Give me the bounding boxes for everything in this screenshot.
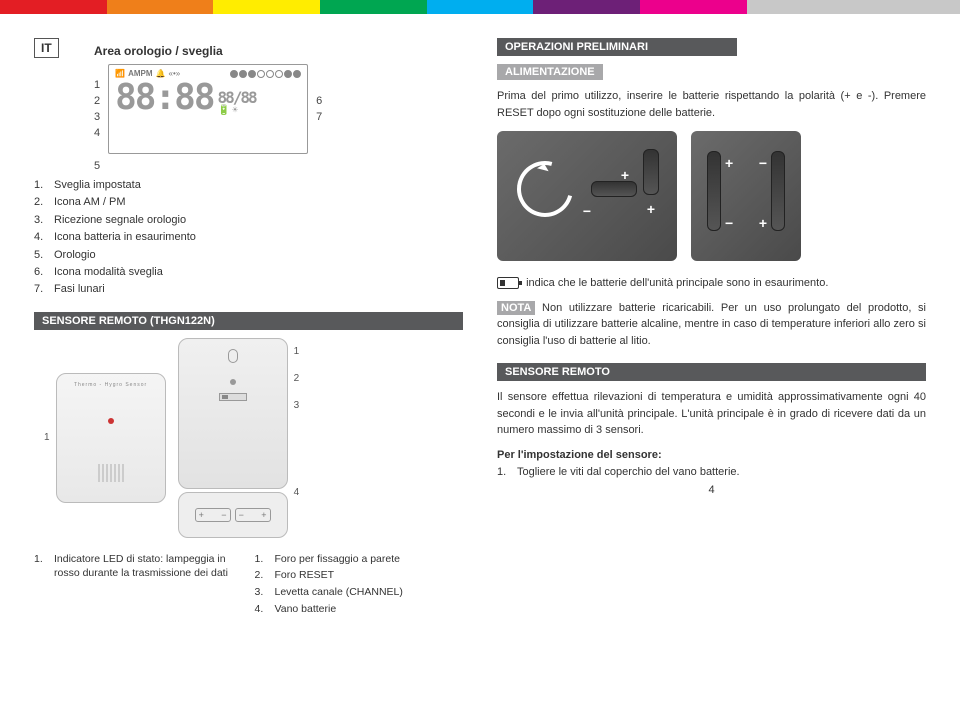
callout-num: 6: [316, 95, 322, 107]
battery-compartment-icon: +− −+: [178, 492, 288, 538]
sensor-back-view: +− −+: [178, 338, 288, 538]
list-item: Foro per fissaggio a parete: [275, 552, 401, 567]
vent-slots-icon: [57, 464, 165, 482]
list-item: Foro RESET: [275, 568, 335, 583]
list-item: Orologio: [54, 248, 96, 263]
lcd-time: 88:88 88/88 🔋 ☀: [115, 80, 301, 116]
nota-paragraph: NOTA Non utilizzare batterie ricaricabil…: [497, 300, 926, 350]
clock-title: Area orologio / sveglia: [94, 44, 463, 58]
sensor-front-view: Thermo - Hygro Sensor: [56, 373, 166, 503]
rotate-arrow-icon: [507, 151, 583, 227]
battery-compartment-main: + + −: [497, 131, 677, 261]
nota-label: NOTA: [497, 301, 535, 315]
page-number: 4: [497, 484, 926, 496]
list-item: Vano batterie: [275, 602, 337, 617]
sensor-description: Il sensore effettua rilevazioni di tempe…: [497, 389, 926, 439]
list-item: Sveglia impostata: [54, 178, 141, 193]
callout-num: 4: [94, 127, 100, 139]
setup-step: Togliere le viti dal coperchio del vano …: [517, 465, 740, 480]
clock-left-callouts: 1 2 3 4: [94, 79, 100, 139]
led-description: Indicatore LED di stato: lampeggia in ro…: [54, 552, 243, 581]
power-instructions: Prima del primo utilizzo, inserire le ba…: [497, 88, 926, 121]
battery-compartment-sensor: + − − +: [691, 131, 801, 261]
sensor-legend: 1. Indicatore LED di stato: lampeggia in…: [34, 552, 463, 619]
lcd-display: 📶 AMPM 🔔 «•» 88:88 88/88 🔋 ☀: [108, 64, 308, 154]
list-item: Levetta canale (CHANNEL): [275, 585, 403, 600]
page-content: Area orologio / sveglia 1 2 3 4 📶 AMPM 🔔…: [0, 14, 960, 628]
sensor-header: SENSORE REMOTO (THGN122N): [34, 312, 463, 330]
left-column: Area orologio / sveglia 1 2 3 4 📶 AMPM 🔔…: [34, 38, 463, 618]
led-indicator-icon: [108, 418, 114, 424]
operations-header: OPERAZIONI PRELIMINARI: [497, 38, 737, 56]
list-item: Icona AM / PM: [54, 195, 126, 210]
clock-right-callouts: 6 7: [316, 95, 322, 123]
right-column: OPERAZIONI PRELIMINARI ALIMENTAZIONE Pri…: [497, 38, 926, 618]
battery-icon: 🔋 ☀: [218, 106, 256, 116]
lcd-date: 88/88: [218, 90, 256, 106]
low-battery-text: indica che le batterie dell'unità princi…: [526, 277, 828, 289]
clock-diagram: 1 2 3 4 📶 AMPM 🔔 «•»: [94, 64, 463, 154]
callout-num: 2: [294, 373, 300, 384]
callout-num: 3: [294, 400, 300, 411]
battery-images: + + − + − − +: [497, 131, 926, 261]
list-item: Fasi lunari: [54, 282, 105, 297]
list-num: 1.: [34, 552, 48, 581]
remote-sensor-header: SENSORE REMOTO: [497, 363, 926, 381]
callout-num: 1: [44, 432, 50, 443]
sensor-setup-title: Per l'impostazione del sensore:: [497, 449, 662, 461]
callout-num: 3: [94, 111, 100, 123]
language-tab: IT: [34, 38, 59, 58]
sensor-diagrams: 1 Thermo - Hygro Sensor: [44, 338, 463, 538]
power-subheader: ALIMENTAZIONE: [497, 64, 603, 80]
list-item: Icona modalità sveglia: [54, 265, 163, 280]
low-battery-note: indica che le batterie dell'unità princi…: [497, 275, 926, 292]
channel-switch-icon: [219, 393, 247, 401]
color-bar: [0, 0, 960, 14]
list-item: Icona batteria in esaurimento: [54, 230, 196, 245]
callout-num: 1: [294, 346, 300, 357]
sensor-model-label: Thermo - Hygro Sensor: [57, 382, 165, 388]
wall-mount-hole-icon: [228, 349, 238, 363]
callout-num: 5: [94, 160, 463, 172]
callout-num: 7: [316, 111, 322, 123]
clock-legend-list: 1.Sveglia impostata 2.Icona AM / PM 3.Ri…: [34, 178, 463, 298]
callout-num: 2: [94, 95, 100, 107]
callout-num: 4: [294, 487, 300, 498]
low-battery-icon: [497, 277, 519, 289]
reset-hole-icon: [230, 379, 236, 385]
moon-phases-icon: [230, 70, 301, 78]
callout-num: 1: [94, 79, 100, 91]
lcd-main-digits: 88:88: [115, 80, 213, 116]
list-item: Ricezione segnale orologio: [54, 213, 186, 228]
nota-text: Non utilizzare batterie ricaricabili. Pe…: [497, 302, 926, 347]
